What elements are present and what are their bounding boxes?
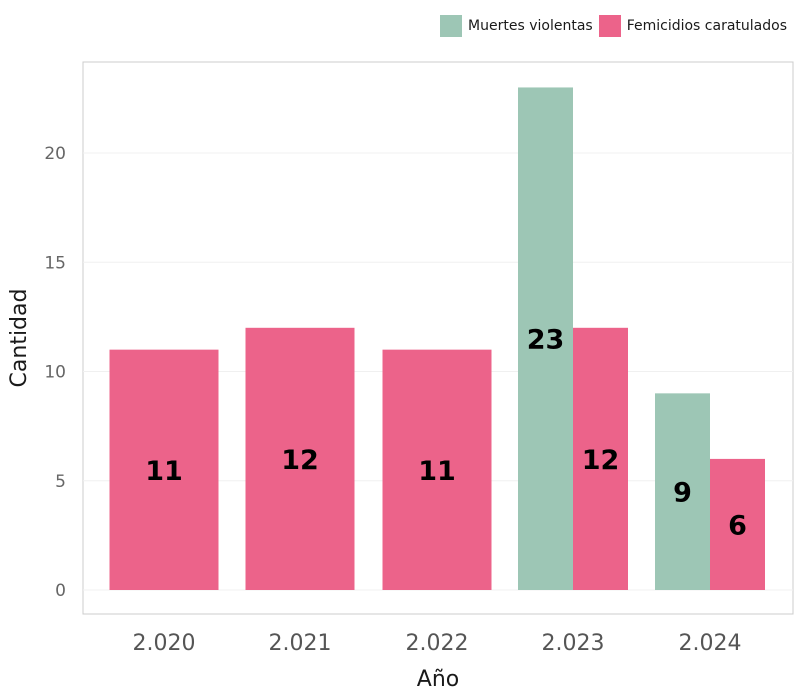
y-axis-ticks: 0 5 10 15 20: [44, 144, 66, 601]
legend-label-femicidios: Femicidios caratulados: [626, 18, 787, 34]
legend-item-femicidios: Femicidios caratulados: [598, 15, 787, 37]
y-tick-label-15: 15: [44, 253, 66, 273]
x-axis-title: Año: [417, 667, 459, 692]
data-label-2.024-muertes: 9: [673, 478, 692, 509]
legend-swatch-femicidios: [598, 15, 621, 37]
data-labels: 11 12 11 23 12 9 6: [145, 325, 747, 542]
data-label-2.020-femicidios: 11: [145, 456, 183, 487]
legend-swatch-muertes: [440, 15, 463, 37]
x-tick-label-2.022: 2.022: [406, 631, 469, 656]
bar-2.020-femicidios: [109, 349, 219, 590]
legend-item-muertes: Muertes violentas: [440, 15, 593, 37]
bar-2.024-femicidios: [710, 458, 765, 590]
y-tick-label-10: 10: [44, 363, 66, 383]
y-tick-label-5: 5: [55, 472, 66, 492]
x-tick-label-2.024: 2.024: [679, 631, 742, 656]
data-label-2.023-muertes: 23: [527, 325, 565, 356]
bar-2.024-muertes: [655, 393, 710, 590]
data-label-2.023-femicidios: 12: [582, 445, 620, 476]
bars: [109, 87, 765, 590]
y-axis-title: Cantidad: [7, 289, 32, 388]
data-label-2.024-femicidios: 6: [728, 510, 747, 541]
y-tick-label-20: 20: [44, 144, 66, 164]
y-tick-label-0: 0: [55, 581, 66, 601]
bar-2.021-femicidios: [245, 327, 355, 590]
bar-2.023-muertes: [518, 87, 573, 590]
data-label-2.021-femicidios: 12: [281, 445, 319, 476]
x-tick-label-2.021: 2.021: [269, 631, 332, 656]
chart-legend: Muertes violentas Femicidios caratulados: [434, 15, 787, 37]
x-tick-label-2.020: 2.020: [133, 631, 196, 656]
bar-2.022-femicidios: [382, 349, 492, 590]
data-label-2.022-femicidios: 11: [418, 456, 456, 487]
bar-2.023-femicidios: [573, 327, 628, 590]
legend-label-muertes: Muertes violentas: [468, 18, 593, 34]
x-tick-label-2.023: 2.023: [542, 631, 605, 656]
x-axis-ticks: 2.020 2.021 2.022 2.023 2.024: [133, 631, 742, 656]
